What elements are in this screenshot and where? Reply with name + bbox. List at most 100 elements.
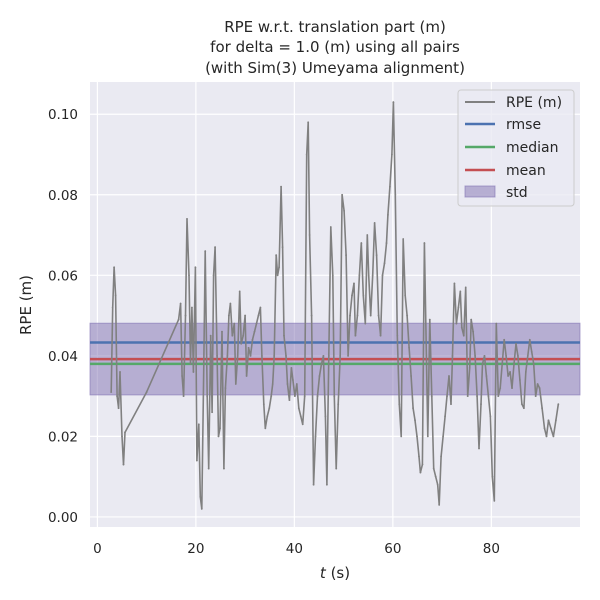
- rpe-point: [207, 467, 210, 470]
- rpe-point: [301, 423, 304, 426]
- rpe-point: [534, 395, 537, 398]
- rpe-point: [219, 427, 221, 430]
- rpe-point: [217, 435, 220, 438]
- rpe-point: [335, 467, 338, 470]
- legend-label-std: std: [506, 185, 528, 201]
- rpe-point: [387, 213, 389, 216]
- rpe-point: [444, 415, 446, 418]
- rpe-point: [223, 467, 225, 470]
- rpe-point: [536, 383, 539, 385]
- rpe-point: [366, 234, 369, 236]
- rpe-point: [197, 423, 200, 426]
- rpe-point: [470, 318, 473, 321]
- y-tick-label: 0.02: [48, 429, 78, 445]
- y-tick-label: 0.04: [48, 349, 78, 365]
- rpe-point: [379, 334, 382, 337]
- rpe-point: [200, 507, 203, 510]
- rpe-point: [421, 463, 424, 466]
- rpe-point: [522, 407, 525, 410]
- rpe-point: [122, 463, 125, 466]
- rpe-point: [358, 274, 361, 277]
- rpe-point: [260, 354, 263, 357]
- y-tick-label: 0.06: [48, 268, 78, 284]
- rpe-point: [509, 371, 511, 373]
- rpe-point: [316, 395, 319, 398]
- rpe-point: [303, 395, 306, 398]
- rpe-point: [472, 330, 475, 333]
- rpe-point: [468, 367, 471, 369]
- rpe-point: [394, 193, 397, 196]
- rpe-point: [487, 395, 490, 398]
- rpe-point: [236, 354, 239, 357]
- rpe-point: [181, 375, 183, 377]
- rpe-point: [339, 354, 342, 357]
- rpe-point: [322, 354, 325, 357]
- rpe-point: [209, 334, 212, 337]
- rpe-point: [545, 435, 548, 438]
- y-tick-label: 0.00: [48, 510, 78, 526]
- rpe-point: [245, 375, 248, 377]
- rpe-point: [538, 387, 541, 389]
- rpe-point: [253, 330, 256, 333]
- rpe-point: [503, 338, 506, 341]
- rpe-point: [408, 346, 411, 349]
- rpe-point: [191, 306, 193, 309]
- rpe-point: [351, 294, 353, 297]
- rpe-point: [440, 455, 443, 458]
- legend: RPE (m) rmse median mean std: [457, 89, 575, 207]
- rpe-point: [501, 363, 504, 365]
- rpe-point: [428, 318, 431, 321]
- rpe-point: [117, 407, 120, 410]
- rpe-point: [312, 483, 315, 486]
- rpe-point: [119, 371, 121, 373]
- rpe-point: [532, 363, 535, 365]
- x-tick-label: 80: [483, 541, 500, 557]
- legend-frame: [457, 89, 575, 207]
- rpe-point: [285, 354, 287, 357]
- rpe-point: [195, 459, 198, 462]
- rpe-point: [483, 354, 486, 357]
- rpe-point: [325, 483, 328, 486]
- rpe-point: [226, 354, 229, 357]
- rpe-point: [381, 274, 384, 277]
- rpe-point: [543, 427, 546, 430]
- rpe-point: [216, 354, 218, 357]
- chart-title-line-1: RPE w.r.t. translation part (m): [224, 18, 446, 36]
- rpe-point: [116, 395, 118, 398]
- rpe-point: [485, 375, 488, 377]
- rpe-point: [233, 322, 236, 325]
- x-axis-label-var: t: [320, 564, 327, 582]
- rpe-point: [432, 467, 435, 470]
- rpe-point: [360, 242, 363, 244]
- rpe-point: [398, 403, 401, 406]
- y-tick-label: 0.10: [48, 107, 78, 123]
- rpe-point: [251, 338, 254, 341]
- rpe-point: [455, 322, 458, 325]
- rpe-point: [369, 314, 372, 317]
- rpe-point: [489, 415, 492, 418]
- rpe-point: [459, 290, 462, 293]
- rpe-point: [264, 427, 267, 430]
- rpe-point: [400, 435, 403, 438]
- chart-title-line-2: for delta = 1.0 (m) using all pairs: [210, 38, 460, 56]
- rpe-point: [436, 483, 439, 486]
- rpe-point: [367, 274, 370, 277]
- rpe-point: [495, 322, 498, 325]
- rpe-point: [515, 342, 517, 345]
- legend-label-median: median: [506, 140, 558, 156]
- rpe-point: [240, 342, 243, 345]
- rpe-point: [491, 475, 494, 478]
- rpe-point: [288, 399, 291, 402]
- rpe-point: [493, 499, 496, 502]
- rpe-point: [231, 334, 234, 337]
- rpe-point: [324, 415, 327, 418]
- rpe-point: [275, 254, 278, 257]
- rpe-point: [273, 354, 276, 357]
- rpe-point: [179, 302, 182, 305]
- x-axis-label-unit: (s): [326, 564, 350, 582]
- rpe-point: [375, 254, 378, 257]
- rpe-point: [385, 242, 388, 244]
- rpe-point: [347, 354, 349, 357]
- rpe-point: [194, 266, 197, 269]
- rpe-point: [121, 435, 123, 438]
